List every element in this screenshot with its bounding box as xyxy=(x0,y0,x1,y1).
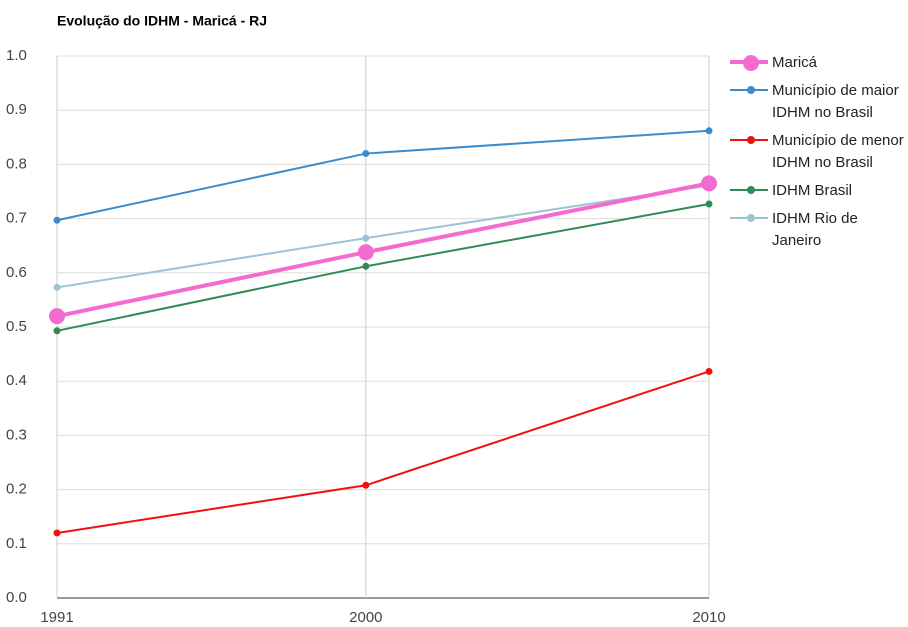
y-tick-label: 0.4 xyxy=(6,372,27,389)
y-tick-label: 0.7 xyxy=(6,210,27,227)
data-point xyxy=(362,150,370,158)
data-point xyxy=(362,262,370,270)
legend-label: Município de menor IDHM no Brasil xyxy=(772,132,904,171)
legend-icon xyxy=(728,52,772,74)
legend-icon xyxy=(728,180,772,202)
x-tick-label: 2000 xyxy=(349,609,382,626)
legend-icon xyxy=(728,208,772,230)
data-point xyxy=(53,327,61,335)
chart-title: Evolução do IDHM - Maricá - RJ xyxy=(57,13,267,29)
legend-item: Município de menor IDHM no Brasil xyxy=(728,130,906,174)
legend-label: Maricá xyxy=(772,54,818,71)
y-tick-label: 0.3 xyxy=(6,426,27,443)
y-tick-label: 0.9 xyxy=(6,101,27,118)
y-tick-label: 0.8 xyxy=(6,155,27,172)
series-line xyxy=(56,202,710,332)
series-line xyxy=(56,129,710,222)
data-point xyxy=(53,216,61,224)
legend-item: Município de maior IDHM no Brasil xyxy=(728,80,906,124)
series-line xyxy=(56,370,710,534)
legend-label: IDHM Brasil xyxy=(772,182,853,199)
legend-icon xyxy=(728,80,772,102)
series-line xyxy=(56,181,710,319)
y-tick-label: 0.1 xyxy=(6,535,27,552)
data-point xyxy=(705,367,713,375)
data-point xyxy=(705,200,713,208)
series-line xyxy=(56,184,710,289)
legend-icon xyxy=(728,130,772,152)
y-tick-label: 1.0 xyxy=(6,47,27,64)
data-point xyxy=(53,529,61,537)
y-tick-label: 0.0 xyxy=(6,589,27,606)
x-tick-label: 1991 xyxy=(40,609,73,626)
data-point xyxy=(53,283,61,291)
y-tick-label: 0.6 xyxy=(6,264,27,281)
y-tick-label: 0.2 xyxy=(6,481,27,498)
data-point xyxy=(701,175,717,192)
data-point xyxy=(357,244,374,261)
data-point xyxy=(49,308,65,325)
data-point xyxy=(705,127,713,135)
legend-item: Maricá xyxy=(728,52,906,74)
legend-label: IDHM Rio de Janeiro xyxy=(772,210,858,249)
data-point xyxy=(362,234,370,242)
legend-item: IDHM Rio de Janeiro xyxy=(728,208,906,252)
legend: Maricá Município de maior IDHM no Brasil M… xyxy=(728,52,906,258)
y-tick-label: 0.5 xyxy=(6,318,27,335)
x-tick-label: 2010 xyxy=(692,609,725,626)
legend-label: Município de maior IDHM no Brasil xyxy=(772,82,899,121)
data-point xyxy=(362,481,370,489)
legend-item: IDHM Brasil xyxy=(728,180,906,202)
